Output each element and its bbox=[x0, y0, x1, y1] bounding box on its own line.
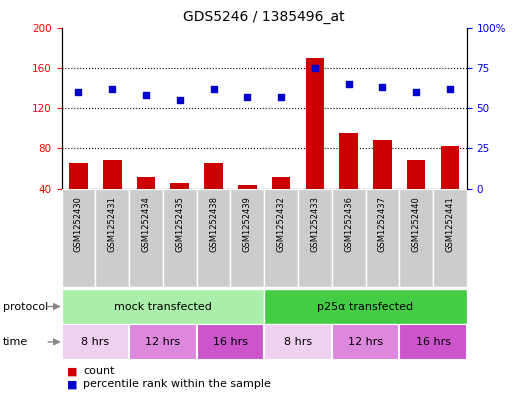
Text: ■: ■ bbox=[67, 366, 81, 376]
Point bbox=[142, 92, 150, 98]
Bar bbox=[196, 324, 264, 360]
Bar bbox=[129, 189, 163, 287]
Bar bbox=[433, 189, 467, 287]
Text: time: time bbox=[3, 337, 28, 347]
Bar bbox=[332, 324, 399, 360]
Bar bbox=[95, 189, 129, 287]
Point bbox=[345, 81, 353, 87]
Bar bbox=[264, 289, 467, 324]
Bar bbox=[332, 189, 365, 287]
Title: GDS5246 / 1385496_at: GDS5246 / 1385496_at bbox=[183, 10, 345, 24]
Text: GSM1252432: GSM1252432 bbox=[277, 196, 286, 252]
Text: 12 hrs: 12 hrs bbox=[145, 337, 181, 347]
Point bbox=[175, 97, 184, 103]
Text: ■: ■ bbox=[67, 379, 81, 389]
Bar bbox=[399, 324, 467, 360]
Bar bbox=[306, 58, 324, 229]
Bar bbox=[365, 189, 399, 287]
Bar bbox=[163, 189, 196, 287]
Text: GSM1252434: GSM1252434 bbox=[142, 196, 150, 252]
Text: GSM1252437: GSM1252437 bbox=[378, 196, 387, 252]
Text: count: count bbox=[83, 366, 114, 376]
Bar bbox=[62, 324, 129, 360]
Text: GSM1252441: GSM1252441 bbox=[445, 196, 455, 252]
Bar bbox=[129, 324, 196, 360]
Point bbox=[74, 89, 83, 95]
Text: GSM1252440: GSM1252440 bbox=[411, 196, 421, 252]
Text: p25α transfected: p25α transfected bbox=[318, 301, 413, 312]
Bar bbox=[170, 183, 189, 229]
Text: 8 hrs: 8 hrs bbox=[81, 337, 109, 347]
Bar bbox=[238, 185, 256, 229]
Point bbox=[277, 94, 285, 100]
Text: GSM1252431: GSM1252431 bbox=[108, 196, 117, 252]
Point bbox=[209, 86, 218, 92]
Point bbox=[311, 64, 319, 71]
Point bbox=[378, 84, 386, 90]
Bar bbox=[373, 140, 392, 229]
Bar bbox=[62, 289, 264, 324]
Bar bbox=[230, 189, 264, 287]
Bar bbox=[339, 133, 358, 229]
Bar bbox=[62, 189, 95, 287]
Bar bbox=[272, 176, 290, 229]
Bar bbox=[69, 163, 88, 229]
Bar bbox=[264, 189, 298, 287]
Text: GSM1252435: GSM1252435 bbox=[175, 196, 184, 252]
Text: GSM1252438: GSM1252438 bbox=[209, 196, 218, 252]
Bar bbox=[136, 176, 155, 229]
Point bbox=[412, 89, 420, 95]
Text: mock transfected: mock transfected bbox=[114, 301, 212, 312]
Text: 16 hrs: 16 hrs bbox=[213, 337, 248, 347]
Text: 16 hrs: 16 hrs bbox=[416, 337, 450, 347]
Text: 12 hrs: 12 hrs bbox=[348, 337, 383, 347]
Bar bbox=[204, 163, 223, 229]
Point bbox=[446, 86, 454, 92]
Text: protocol: protocol bbox=[3, 301, 48, 312]
Bar bbox=[196, 189, 230, 287]
Bar bbox=[441, 146, 459, 229]
Bar bbox=[264, 324, 332, 360]
Point bbox=[243, 94, 251, 100]
Text: GSM1252439: GSM1252439 bbox=[243, 196, 252, 252]
Bar bbox=[103, 160, 122, 229]
Text: GSM1252430: GSM1252430 bbox=[74, 196, 83, 252]
Text: GSM1252433: GSM1252433 bbox=[310, 196, 320, 252]
Text: 8 hrs: 8 hrs bbox=[284, 337, 312, 347]
Text: GSM1252436: GSM1252436 bbox=[344, 196, 353, 252]
Bar bbox=[407, 160, 425, 229]
Bar bbox=[399, 189, 433, 287]
Bar bbox=[298, 189, 332, 287]
Point bbox=[108, 86, 116, 92]
Text: percentile rank within the sample: percentile rank within the sample bbox=[83, 379, 271, 389]
